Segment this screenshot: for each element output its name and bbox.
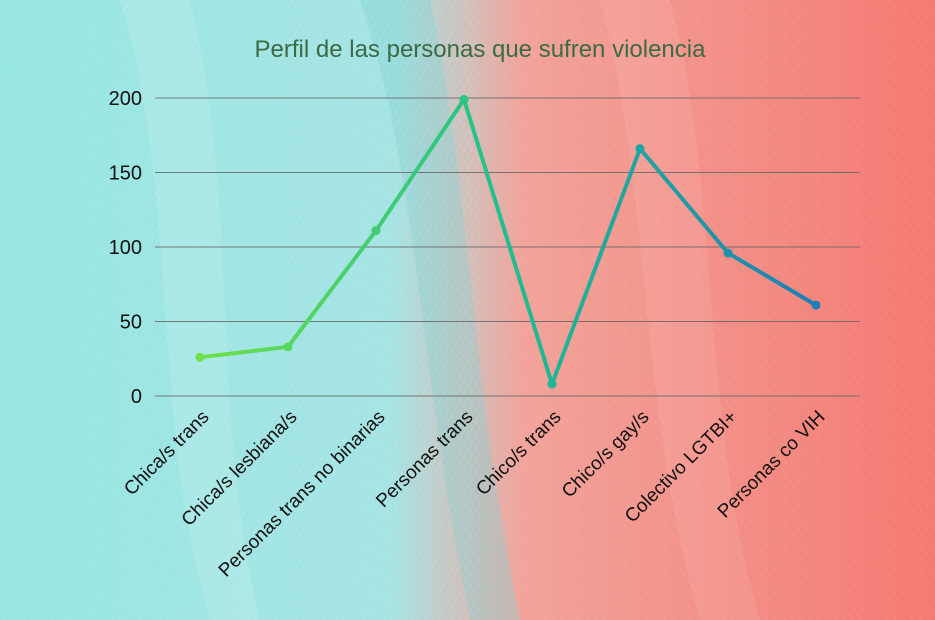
series-line [198,97,818,387]
data-point [459,94,469,104]
y-tick-label: 100 [109,237,142,259]
y-axis: 0 50 100 150 200 [109,88,142,408]
gridlines [155,97,860,397]
data-point [283,342,293,352]
data-point [547,379,557,389]
data-point [371,226,381,236]
chart-title: Perfil de las personas que sufren violen… [255,36,707,63]
data-point [195,352,205,362]
series-line-path [198,97,818,387]
y-tick-label: 200 [109,88,142,110]
x-tick-label: Personas trans no binarias [215,407,390,582]
x-tick-label: Chico/s gay/s [558,407,653,502]
data-point [811,300,821,310]
data-point [723,248,733,258]
data-point [635,144,645,154]
y-tick-label: 0 [131,386,142,408]
x-tick-label: Chica/s trans [120,407,213,500]
x-tick-label: Chico/s trans [472,407,565,500]
y-tick-label: 50 [120,312,142,334]
series-points [195,94,821,389]
y-tick-label: 150 [109,163,142,185]
